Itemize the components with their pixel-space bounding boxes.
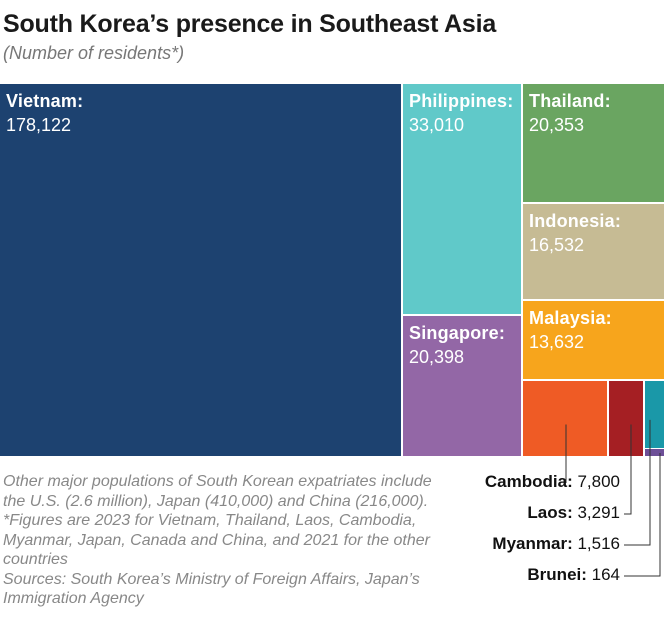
footnote-text: Other major populations of South Korean … [3, 473, 432, 568]
cell-value-indonesia: 16,532 [529, 235, 585, 255]
cell-label-singapore: Singapore: [409, 323, 506, 343]
external-label-name-cambodia: Cambodia: [484, 472, 573, 491]
treemap-cell-brunei [645, 449, 664, 456]
treemap-cell-malaysia: Malaysia: 13,632 [523, 301, 664, 379]
cell-value-singapore: 20,398 [409, 347, 465, 367]
external-label-brunei: Brunei: 164 [527, 565, 620, 585]
external-label-value-myanmar: 1,516 [572, 534, 620, 553]
cell-label-philippines: Philippines: [409, 91, 514, 111]
external-label-laos: Laos: 3,291 [527, 503, 620, 523]
cell-label-thailand: Thailand: [529, 91, 611, 111]
footnote: Other major populations of South Korean … [3, 472, 453, 609]
external-label-name-laos: Laos: [527, 503, 573, 522]
cell-label-vietnam: Vietnam: [6, 91, 84, 111]
treemap-cell-indonesia: Indonesia: 16,532 [523, 204, 664, 299]
treemap-cell-myanmar [645, 381, 664, 448]
sources-text: Sources: South Korea’s Ministry of Forei… [3, 570, 420, 608]
external-label-value-brunei: 164 [586, 565, 620, 584]
external-label-myanmar: Myanmar: 1,516 [492, 534, 620, 554]
treemap-cell-cambodia [523, 381, 607, 456]
cell-value-vietnam: 178,122 [6, 115, 72, 135]
external-label-name-brunei: Brunei: [527, 565, 587, 584]
external-label-name-myanmar: Myanmar: [492, 534, 573, 553]
external-label-cambodia: Cambodia: 7,800 [485, 472, 620, 492]
treemap-cell-thailand: Thailand: 20,353 [523, 84, 664, 202]
leader-line-brunei [624, 453, 661, 577]
treemap: Vietnam: 178,122 Philippines: 33,010 Singapo… [0, 84, 664, 456]
treemap-cell-singapore: Singapore: 20,398 [403, 316, 521, 456]
chart-subtitle: (Number of residents*) [3, 43, 185, 63]
external-label-value-laos: 3,291 [572, 503, 620, 522]
cell-value-thailand: 20,353 [529, 115, 585, 135]
chart-title: South Korea’s presence in Southeast Asia [3, 10, 497, 38]
cell-value-philippines: 33,010 [409, 115, 465, 135]
cell-value-malaysia: 13,632 [529, 332, 585, 352]
cell-label-indonesia: Indonesia: [529, 211, 622, 231]
treemap-cell-philippines: Philippines: 33,010 [403, 84, 521, 314]
cell-label-malaysia: Malaysia: [529, 308, 612, 328]
treemap-cell-vietnam: Vietnam: 178,122 [0, 84, 401, 456]
treemap-cell-laos [609, 381, 643, 456]
external-label-value-cambodia: 7,800 [572, 472, 620, 491]
